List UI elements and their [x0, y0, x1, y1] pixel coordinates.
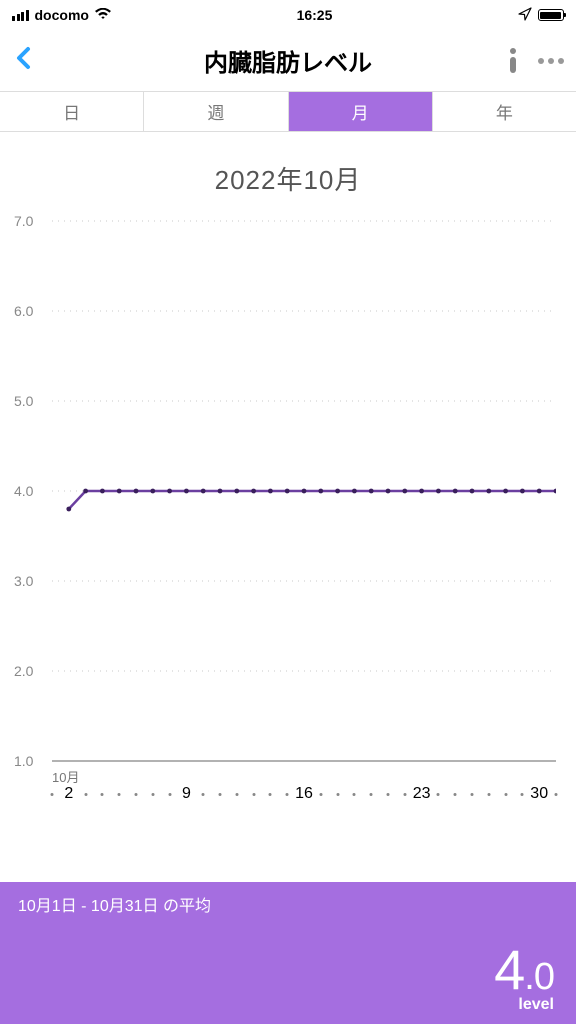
y-axis-label: 5.0: [14, 393, 33, 409]
x-axis-tick-dot: [51, 793, 54, 796]
x-axis-tick-dot: [471, 793, 474, 796]
y-axis-label: 7.0: [14, 213, 33, 229]
chart-title: 2022年10月: [0, 132, 576, 215]
x-axis-tick-dot: [252, 793, 255, 796]
x-axis-tick-dot: [555, 793, 558, 796]
x-axis-tick-dot: [387, 793, 390, 796]
tab-day[interactable]: 日: [0, 92, 144, 131]
x-axis-label: 30: [530, 785, 548, 803]
x-axis-label: 16: [295, 785, 313, 803]
status-bar: docomo 16:25: [0, 0, 576, 30]
x-axis-label: 2: [64, 785, 73, 803]
x-axis-tick-dot: [168, 793, 171, 796]
back-button[interactable]: [12, 46, 36, 75]
wifi-icon: [95, 8, 111, 23]
x-axis-label: 9: [182, 785, 191, 803]
x-axis-tick-dot: [370, 793, 373, 796]
x-axis-tick-dot: [487, 793, 490, 796]
x-axis-tick-dot: [504, 793, 507, 796]
x-axis-tick-dot: [151, 793, 154, 796]
x-axis-tick-dot: [353, 793, 356, 796]
clock: 16:25: [297, 7, 333, 23]
signal-icon: [12, 10, 29, 21]
x-axis-tick-dot: [235, 793, 238, 796]
x-axis-tick-dot: [101, 793, 104, 796]
page-title: 内臓脂肪レベル: [204, 43, 372, 78]
x-axis-tick-dot: [286, 793, 289, 796]
x-axis-label: 23: [413, 785, 431, 803]
x-axis-tick-dot: [437, 793, 440, 796]
y-axis-label: 4.0: [14, 483, 33, 499]
line-chart: [52, 215, 556, 815]
tab-week[interactable]: 週: [144, 92, 288, 131]
more-icon[interactable]: [538, 58, 564, 64]
y-axis-label: 6.0: [14, 303, 33, 319]
x-axis-tick-dot: [403, 793, 406, 796]
y-axis-label: 1.0: [14, 753, 33, 769]
x-axis-tick-dot: [269, 793, 272, 796]
info-icon[interactable]: [506, 48, 520, 73]
x-axis-tick-dot: [118, 793, 121, 796]
summary-range-label: 10月1日 - 10月31日 の平均: [18, 892, 558, 916]
header: 内臓脂肪レベル: [0, 30, 576, 92]
x-axis-tick-dot: [336, 793, 339, 796]
tab-year[interactable]: 年: [433, 92, 576, 131]
x-axis-tick-dot: [521, 793, 524, 796]
x-axis-month-label: 10月: [52, 767, 79, 786]
tab-month[interactable]: 月: [289, 92, 433, 131]
time-range-tabs: 日 週 月 年: [0, 92, 576, 132]
x-axis-tick-dot: [219, 793, 222, 796]
x-axis-tick-dot: [84, 793, 87, 796]
y-axis-label: 2.0: [14, 663, 33, 679]
battery-icon: [538, 9, 564, 21]
location-icon: [518, 7, 532, 24]
x-axis-tick-dot: [454, 793, 457, 796]
carrier-label: docomo: [35, 7, 89, 23]
summary-value: 4.0: [494, 942, 554, 998]
chart-container: 7.0 6.0 5.0 4.0 3.0 2.0 1.0 10月2 9 16 23 30: [0, 215, 576, 815]
y-axis-label: 3.0: [14, 573, 33, 589]
summary-footer: 10月1日 - 10月31日 の平均 4.0 level: [0, 882, 576, 1024]
x-axis-tick-dot: [135, 793, 138, 796]
x-axis-tick-dot: [202, 793, 205, 796]
x-axis-tick-dot: [319, 793, 322, 796]
